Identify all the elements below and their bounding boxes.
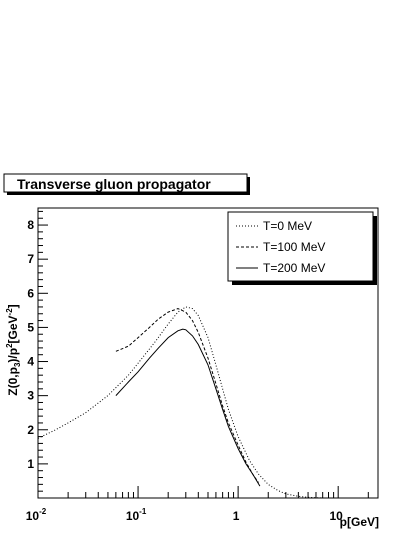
y-tick-label: 3: [27, 389, 34, 403]
y-label-part-4: ]: [6, 304, 20, 308]
y-label-part-2: )/p: [6, 348, 20, 363]
y-tick-label: 7: [27, 252, 34, 266]
y-tick-label: 8: [27, 218, 34, 232]
y-tick-label: 1: [27, 457, 34, 471]
legend-label-t200: T=200 MeV: [263, 261, 325, 275]
y-label-sup-minus2: -2: [5, 308, 14, 316]
x-tick-label: 1: [233, 509, 240, 523]
series-line-t-100-mev: [115, 308, 259, 483]
title-box-frame: [3, 173, 248, 193]
chart-title: Transverse gluon propagator: [17, 176, 211, 192]
title-box: Transverse gluon propagator: [3, 173, 250, 195]
y-tick-label: 5: [27, 320, 34, 334]
axis-ticks: 10-2 10-1 1 10 1 2 3 4 5 6 7 8: [26, 210, 369, 523]
series-line-t-0-mev: [37, 306, 323, 499]
x-axis-label: p[GeV]: [340, 515, 379, 529]
y-tick-label: 6: [27, 286, 34, 300]
y-tick-label: 4: [27, 355, 34, 369]
legend-label-t100: T=100 MeV: [263, 240, 325, 254]
series-layer: [37, 306, 323, 499]
y-axis-label: Z(0,p3)/p2[GeV-2]: [5, 304, 22, 395]
y-tick-label: 2: [27, 423, 34, 437]
x-tick-label: 10-1: [126, 507, 147, 523]
series-line-t-200-mev: [115, 328, 261, 487]
y-label-sup-2: 2: [5, 343, 14, 348]
x-tick-label: 10-2: [26, 507, 47, 523]
y-label-sub-3: 3: [13, 362, 22, 367]
legend-label-t0: T=0 MeV: [263, 219, 312, 233]
y-label-part-1: Z(0,p: [6, 367, 20, 396]
x-tick-label: 10: [330, 509, 344, 523]
legend: T=0 MeV T=100 MeV T=200 MeV: [227, 211, 377, 285]
y-label-part-3: [GeV: [6, 315, 20, 343]
